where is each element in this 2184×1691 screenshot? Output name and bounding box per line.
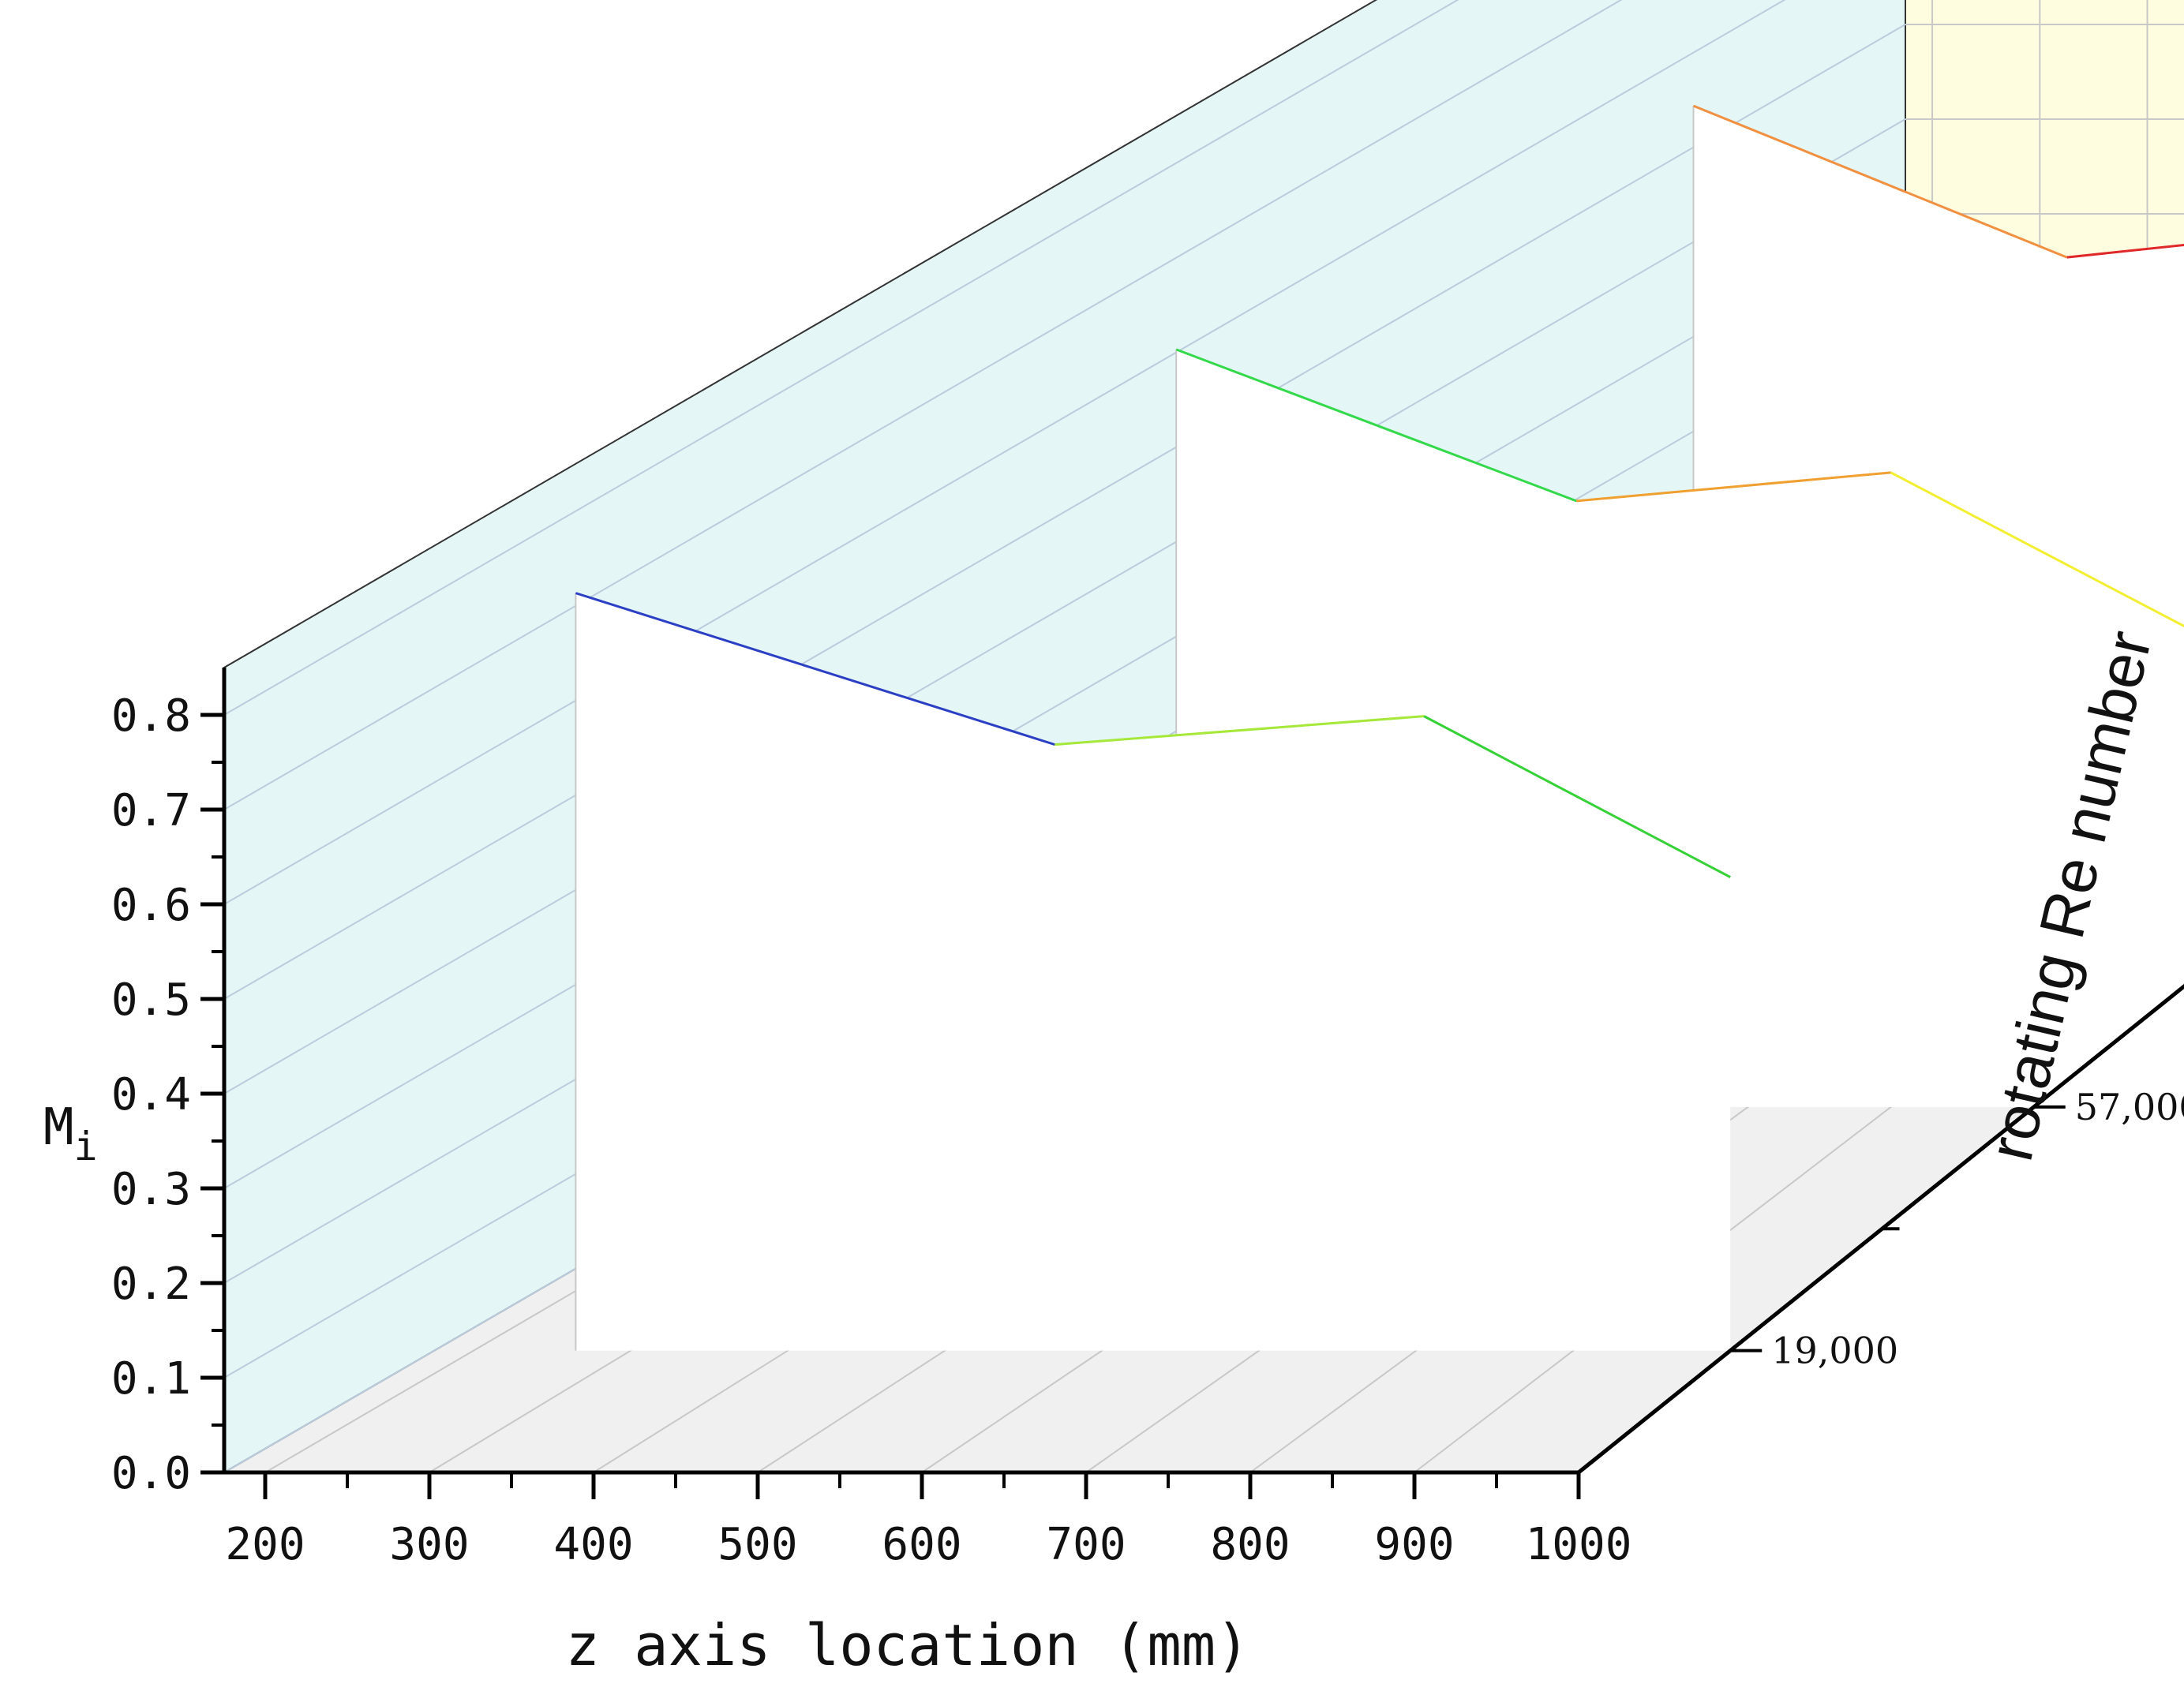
- x-tick-label: 300: [389, 1519, 469, 1570]
- y-axis-label-sub: i: [74, 1124, 98, 1169]
- y-tick-label: 0.4: [111, 1069, 191, 1120]
- y-tick-label: 0.1: [111, 1353, 191, 1405]
- y-tick-label: 0.0: [111, 1448, 191, 1499]
- z-tick-label: 19,000: [1771, 1330, 1898, 1372]
- y-tick-label: 0.5: [111, 975, 191, 1026]
- y-tick-label: 0.2: [111, 1259, 191, 1310]
- x-axis-label: z axis location (mm): [566, 1612, 1250, 1678]
- x-tick-label: 1000: [1526, 1519, 1632, 1570]
- y-tick-label: 0.8: [111, 690, 191, 742]
- z-tick-label: 57,000: [2075, 1086, 2184, 1128]
- y-axis-label-main: M: [43, 1098, 74, 1157]
- x-tick-label: 600: [882, 1519, 961, 1570]
- y-tick-label: 0.7: [111, 785, 191, 836]
- x-tick-label: 800: [1210, 1519, 1290, 1570]
- y-tick-label: 0.6: [111, 880, 191, 931]
- x-tick-label: 900: [1374, 1519, 1454, 1570]
- y-tick-label: 0.3: [111, 1164, 191, 1215]
- x-tick-label: 400: [553, 1519, 633, 1570]
- x-tick-label: 200: [225, 1519, 305, 1570]
- y-axis-label: Mi: [43, 1098, 98, 1169]
- x-tick-label: 700: [1046, 1519, 1126, 1570]
- x-tick-label: 500: [717, 1519, 797, 1570]
